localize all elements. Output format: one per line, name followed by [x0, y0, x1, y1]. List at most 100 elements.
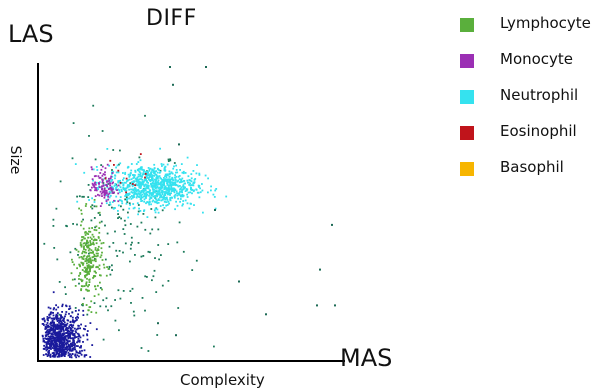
scatter-point — [79, 327, 81, 330]
scatter-point — [154, 201, 157, 204]
scatter-point — [58, 281, 61, 283]
scatter-point — [108, 204, 111, 206]
scatter-point — [147, 174, 150, 177]
scatter-point — [125, 191, 127, 194]
scatter-point — [70, 356, 73, 359]
scatter-point — [64, 335, 67, 337]
scatter-point — [177, 179, 180, 182]
scatter-point — [141, 173, 144, 176]
scatter-point — [55, 207, 58, 210]
scatter-point — [45, 346, 48, 349]
scatter-point — [81, 279, 84, 282]
scatter-point — [120, 217, 122, 220]
scatter-point — [62, 352, 64, 355]
scatter-point — [87, 266, 89, 268]
scatter-point — [53, 322, 55, 325]
scatter-point — [83, 246, 85, 249]
scatter-point — [58, 340, 61, 343]
scatter-point — [179, 169, 181, 171]
scatter-point — [50, 311, 53, 314]
scatter-point — [162, 196, 165, 198]
scatter-point — [199, 187, 201, 190]
scatter-point — [78, 355, 80, 358]
scatter-point — [50, 333, 53, 336]
scatter-point — [214, 207, 217, 210]
scatter-point — [130, 169, 133, 172]
scatter-point — [53, 318, 56, 321]
scatter-point — [158, 193, 161, 196]
scatter-point — [103, 188, 106, 191]
scatter-point — [83, 355, 86, 358]
scatter-point — [96, 187, 99, 189]
scatter-point — [142, 213, 145, 215]
scatter-point — [168, 189, 170, 192]
scatter-point — [181, 204, 184, 207]
scatter-point — [75, 319, 77, 322]
scatter-point — [169, 199, 172, 202]
scatter-point — [190, 184, 193, 186]
scatter-point — [172, 190, 175, 192]
scatter-point — [128, 197, 130, 200]
scatter-point — [153, 175, 156, 177]
scatter-point — [56, 339, 58, 341]
scatter-point — [147, 350, 150, 352]
scatter-point — [77, 316, 79, 319]
scatter-point — [110, 305, 113, 308]
scatter-point — [174, 208, 176, 211]
scatter-point — [186, 193, 188, 196]
scatter-point — [67, 327, 69, 330]
scatter-point — [154, 216, 157, 219]
scatter-point — [57, 317, 60, 320]
scatter-point — [92, 250, 94, 253]
scatter-point — [90, 219, 93, 222]
scatter-point — [53, 247, 56, 249]
scatter-point — [186, 189, 188, 192]
scatter-point — [179, 200, 181, 203]
scatter-point — [59, 180, 62, 183]
scatter-point — [71, 261, 74, 263]
scatter-point — [145, 195, 148, 198]
scatter-point — [122, 184, 125, 187]
scatter-point — [91, 344, 94, 346]
scatter-point — [106, 163, 109, 166]
scatter-point — [176, 184, 179, 187]
scatter-point — [166, 197, 168, 200]
scatter-point — [151, 200, 154, 203]
scatter-point — [56, 350, 59, 352]
scatter-point — [156, 175, 159, 178]
scatter-point — [137, 169, 140, 172]
scatter-point — [95, 271, 97, 274]
scatter-point — [81, 269, 84, 271]
scatter-point — [140, 168, 142, 171]
scatter-point — [65, 327, 68, 330]
scatter-point — [159, 177, 162, 179]
scatter-point — [72, 347, 75, 349]
scatter-point — [61, 347, 64, 350]
scatter-point — [85, 260, 88, 262]
scatter-point — [75, 249, 78, 251]
scatter-point — [47, 342, 50, 345]
scatter-point — [177, 307, 180, 309]
scatter-point — [157, 192, 159, 195]
scatter-point — [67, 348, 70, 351]
scatter-point — [69, 326, 71, 329]
scatter-point — [174, 193, 177, 196]
scatter-point — [86, 330, 89, 332]
scatter-point — [86, 264, 89, 267]
scatter-point — [141, 297, 144, 299]
scatter-point — [173, 165, 175, 168]
scatter-point — [52, 326, 55, 329]
scatter-point — [154, 207, 157, 210]
scatter-point — [76, 200, 79, 203]
scatter-point — [149, 174, 152, 177]
scatter-point — [139, 175, 142, 178]
scatter-point — [87, 260, 90, 263]
scatter-point — [167, 184, 170, 187]
scatter-point — [85, 243, 87, 246]
scatter-point — [48, 328, 51, 331]
scatter-point — [64, 336, 67, 339]
scatter-point — [140, 167, 143, 170]
scatter-point — [112, 242, 115, 244]
scatter-point — [83, 245, 85, 248]
scatter-point — [94, 181, 97, 184]
